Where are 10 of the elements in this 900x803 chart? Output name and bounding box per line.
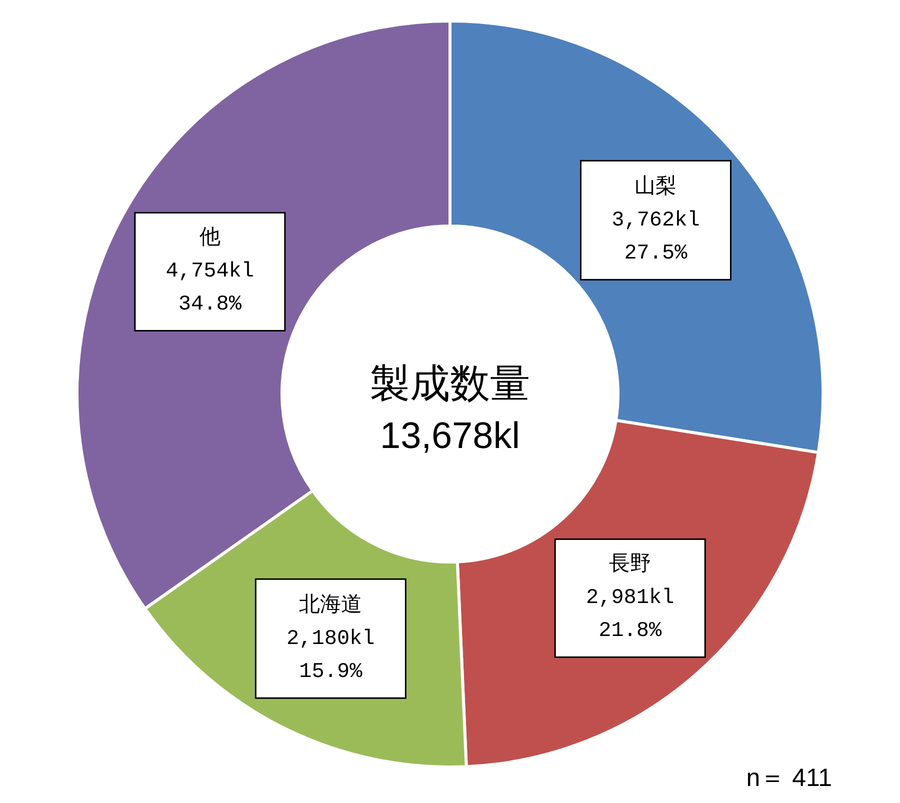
data-label: 4,754kl 34.8% [166, 260, 254, 317]
data-label: 3,762kl 27.5% [612, 210, 700, 266]
title: 製成数量 [370, 362, 530, 406]
data-label: 2,180kl 15.9% [286, 628, 375, 684]
slice-label: 山梨 [634, 174, 677, 200]
slice-label: 他 [199, 226, 220, 251]
subtitle: 13,678kl [380, 415, 520, 456]
slice-label: 長野 [609, 553, 652, 578]
slice-label: 北海道 [299, 593, 362, 618]
data-label: 2,981kl 21.8% [586, 587, 674, 644]
